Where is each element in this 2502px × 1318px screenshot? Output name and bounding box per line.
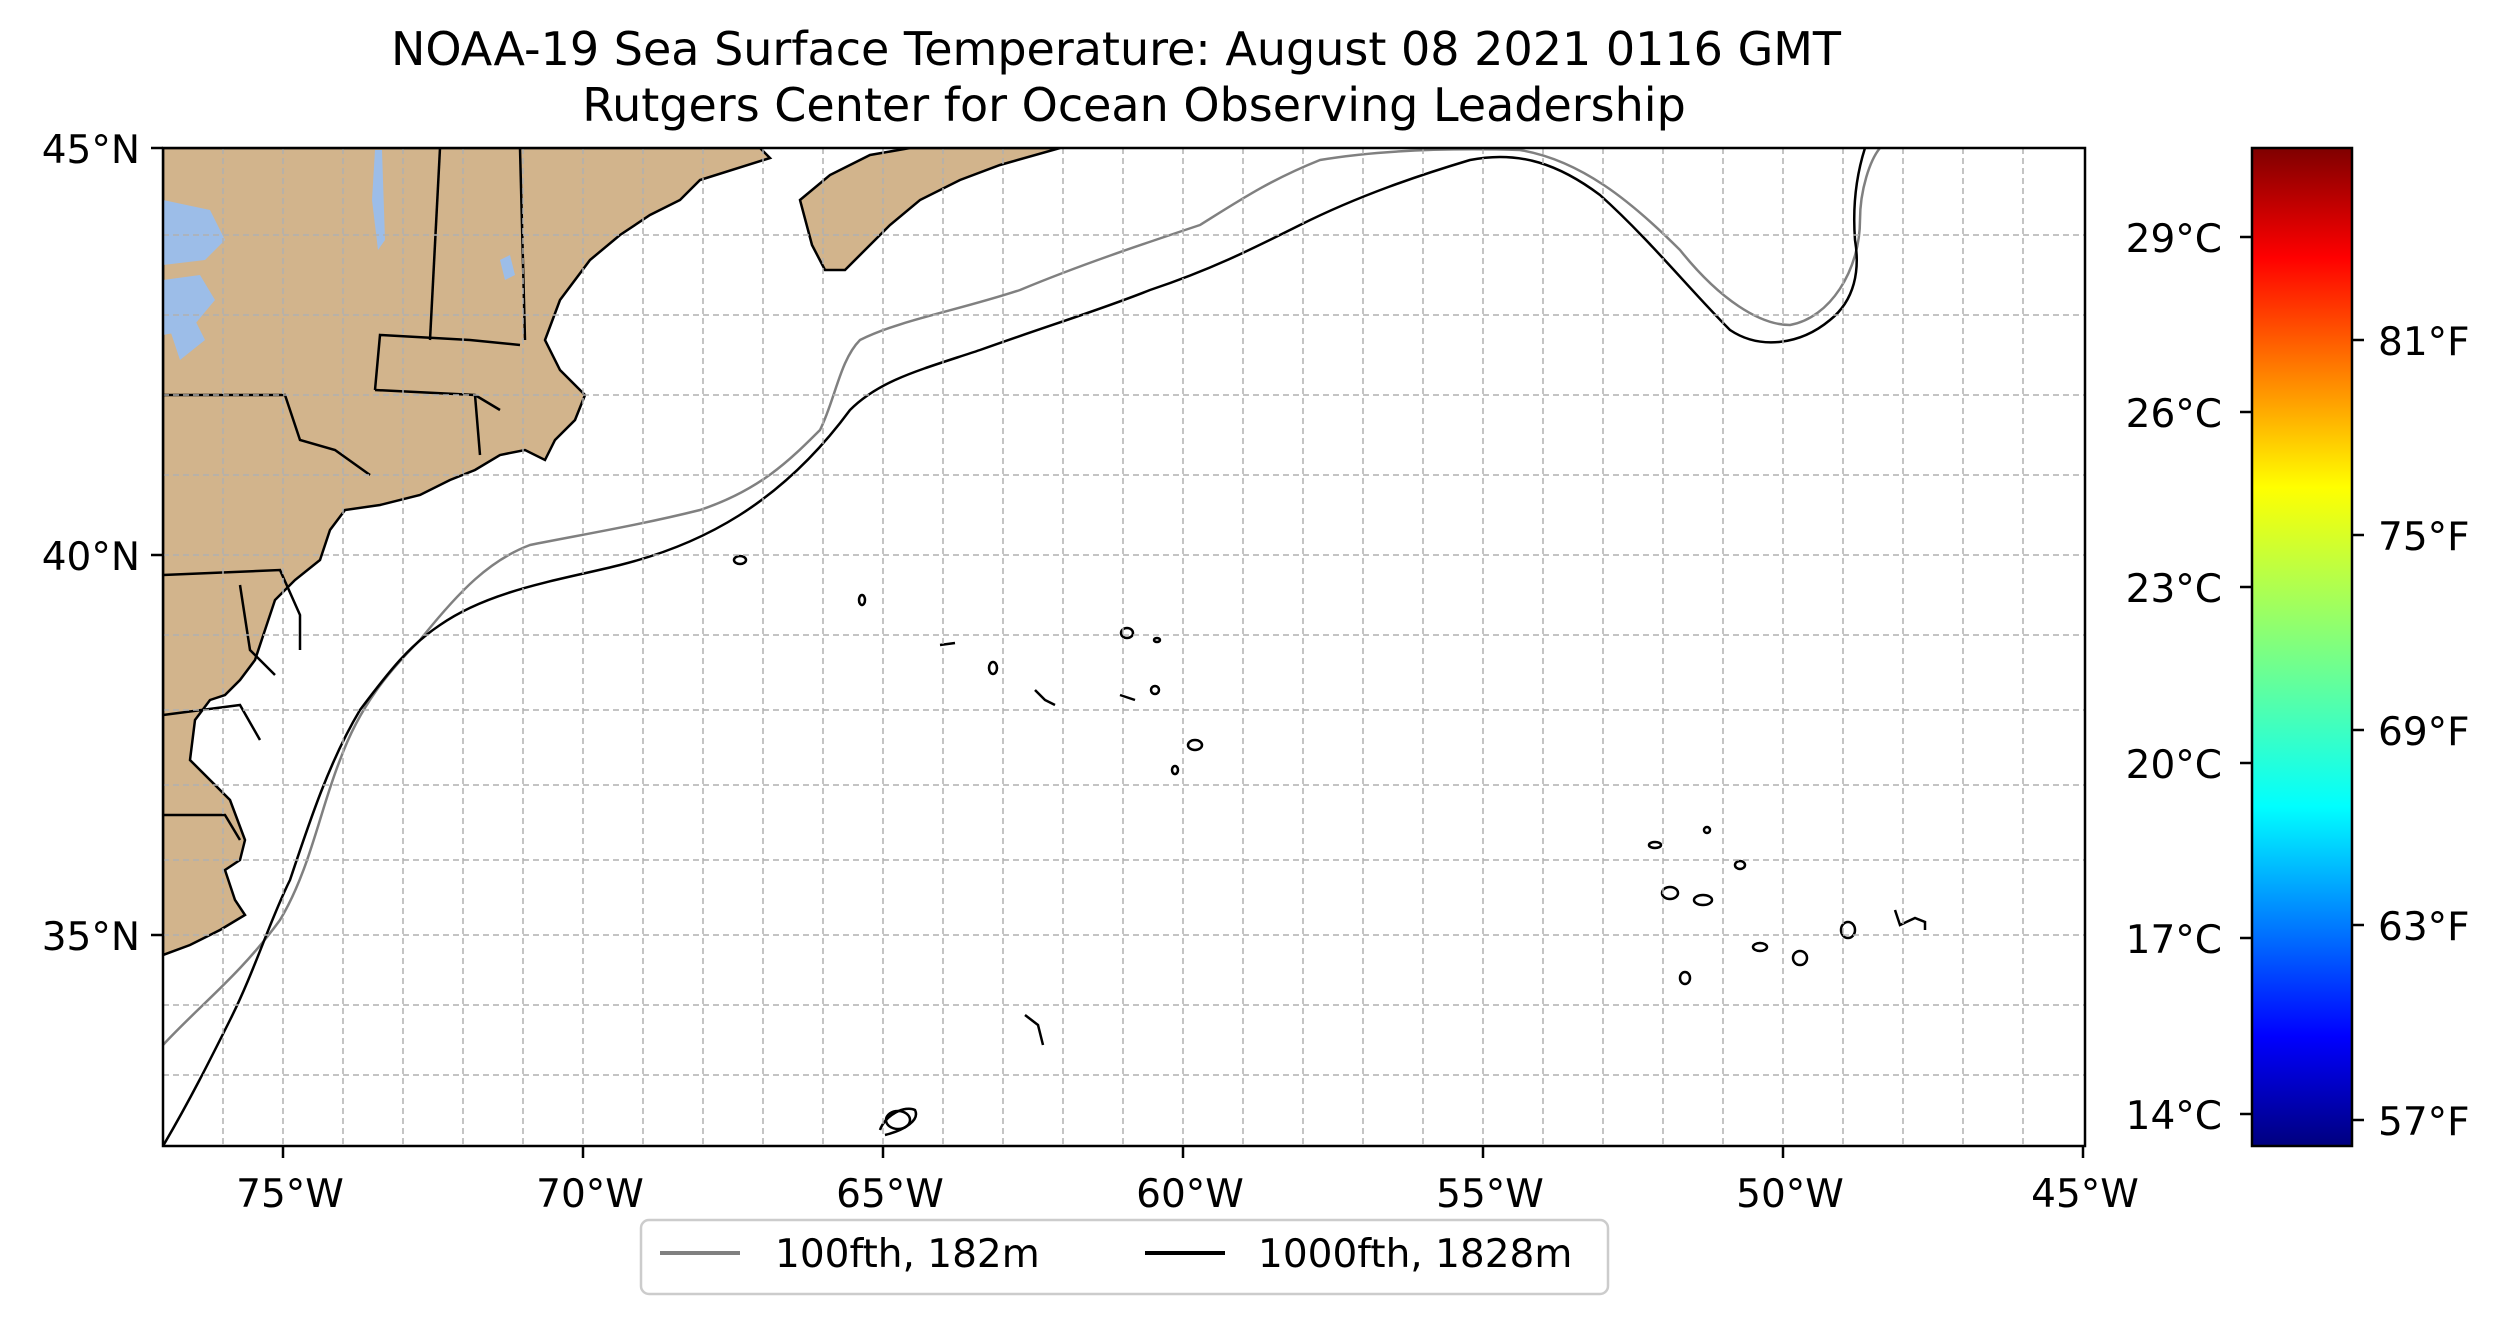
colorbar-fahrenheit-label: 69°F <box>2378 710 2470 755</box>
colorbar-celsius-label: 29°C <box>2126 217 2222 262</box>
colorbar-gradient <box>2250 146 2354 1148</box>
nova-scotia-land <box>798 148 1061 272</box>
seamounts <box>732 554 1927 1137</box>
us-coastline-land <box>163 148 773 957</box>
longitude-tick-labels: 75°W 70°W 65°W 60°W 55°W 50°W 45°W <box>236 1172 2139 1217</box>
lon-tick-label: 55°W <box>1436 1172 1544 1217</box>
lon-tick-label: 70°W <box>536 1172 644 1217</box>
legend-label-100fth: 100fth, 182m <box>775 1232 1040 1277</box>
contour-1000fth <box>163 148 1867 1146</box>
colorbar-celsius-label: 17°C <box>2126 918 2222 963</box>
lon-tick-label: 65°W <box>836 1172 944 1217</box>
lon-tick-label: 50°W <box>1736 1172 1844 1217</box>
colorbar-celsius-label: 14°C <box>2126 1094 2222 1139</box>
lon-tick-label: 75°W <box>236 1172 344 1217</box>
inland-lakes <box>163 150 515 360</box>
lat-tick-label: 45°N <box>42 128 140 173</box>
colorbar-fahrenheit-label: 57°F <box>2378 1100 2470 1145</box>
colorbar: 29°C 26°C 23°C 20°C 17°C 14°C 81°F 75°F … <box>2126 146 2470 1148</box>
colorbar-celsius-label: 20°C <box>2126 743 2222 788</box>
lon-tick-label: 60°W <box>1136 1172 1244 1217</box>
latitude-tick-labels: 45°N 40°N 35°N <box>42 128 140 960</box>
figure-subtitle: Rutgers Center for Ocean Observing Leade… <box>582 78 1686 132</box>
legend-label-1000fth: 1000fth, 1828m <box>1258 1232 1572 1277</box>
colorbar-celsius-label: 23°C <box>2126 567 2222 612</box>
colorbar-fahrenheit-label: 75°F <box>2378 515 2470 560</box>
lat-tick-label: 35°N <box>42 915 140 960</box>
contour-100fth <box>163 148 1881 1046</box>
legend: 100fth, 182m 1000fth, 1828m <box>639 1218 1610 1296</box>
map-gridlines <box>163 148 2085 1146</box>
lat-tick-label: 40°N <box>42 535 140 580</box>
lon-tick-label: 45°W <box>2031 1172 2139 1217</box>
colorbar-celsius-label: 26°C <box>2126 392 2222 437</box>
colorbar-fahrenheit-label: 63°F <box>2378 905 2470 950</box>
map-panel <box>151 146 2087 1158</box>
colorbar-fahrenheit-label: 81°F <box>2378 320 2470 365</box>
figure-title: NOAA-19 Sea Surface Temperature: August … <box>391 22 1842 76</box>
